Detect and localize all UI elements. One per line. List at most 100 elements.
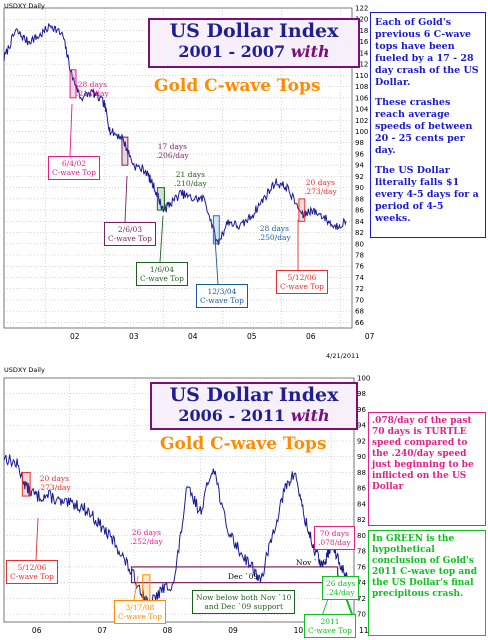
bottom-subtitle: Gold C-wave Tops xyxy=(160,434,327,454)
top-y-tick-label: 82 xyxy=(355,229,364,237)
top-y-tick-label: 100 xyxy=(355,128,368,136)
top-annotation-a4-line: 28 days xyxy=(259,224,290,233)
bottom-annotation-c1: 20 days .273/day xyxy=(38,474,71,492)
bottom-x-tick-label: 10 xyxy=(294,626,304,635)
top-cwave-highlight xyxy=(212,215,220,245)
top-x-tick-label: 03 xyxy=(129,332,139,341)
bottom-title-line1: US Dollar Index xyxy=(169,384,339,406)
bottom-annotation-c2-line: .252/day xyxy=(130,537,163,546)
top-title-line1: US Dollar Index xyxy=(169,20,339,42)
bottom-date-box-d1-line: C-wave Top xyxy=(10,572,54,581)
bottom-annotation-c1-line: .273/day xyxy=(38,483,71,492)
bottom-title-years: 2006 - 2011 xyxy=(178,406,291,425)
top-arrow-b1 xyxy=(69,103,73,157)
bottom-cwave-highlight xyxy=(21,471,31,497)
top-y-tick-label: 86 xyxy=(355,207,364,215)
bottom-x-tick-label: 09 xyxy=(228,626,238,635)
top-y-tick-label: 104 xyxy=(355,106,369,114)
top-y-tick-label: 74 xyxy=(355,274,364,282)
top-title-with: with xyxy=(290,42,330,61)
top-side-note: Each of Gold's previous 6 C-wave tops ha… xyxy=(370,12,486,238)
top-date-box-b2-line: C-wave Top xyxy=(108,234,152,243)
bottom-date-box-d5-line: .24/day xyxy=(326,588,355,597)
top-note-paragraph: The US Dollar literally falls $1 every 4… xyxy=(375,165,479,224)
bottom-date-box-d4-line: 70 days xyxy=(319,529,350,538)
bottom-date-box-d5-line: 26 days xyxy=(326,579,356,588)
bottom-annotation-c4-line: Nov `10 xyxy=(296,558,327,567)
bottom-y-tick-label: 74 xyxy=(357,579,366,587)
top-y-tick-label: 72 xyxy=(355,285,364,293)
top-annotation-a5-line: .273/day xyxy=(304,187,337,196)
top-x-tick-label: 04 xyxy=(188,332,198,341)
bottom-chart-date: 4/21/2011 xyxy=(326,352,360,360)
bottom-date-box-d3-line: and Dec `09 support xyxy=(204,602,283,611)
bottom-x-tick-label: 11 xyxy=(359,626,369,635)
top-y-tick-label: 114 xyxy=(355,49,369,57)
top-date-box-b1-line: 6/4/02 xyxy=(61,159,87,168)
top-y-tick-label: 118 xyxy=(355,27,368,35)
bottom-y-tick-label: 70 xyxy=(357,611,366,619)
bottom-date-box-d2-line: 3/17/08 xyxy=(125,603,155,612)
top-x-tick-label: 05 xyxy=(247,332,257,341)
top-cwave-highlight xyxy=(298,198,306,222)
top-date-box-b2: 2/6/03 C-wave Top xyxy=(104,222,156,246)
top-date-box-b3-line: 1/6/04 xyxy=(149,265,175,274)
bottom-y-tick-label: 82 xyxy=(357,516,366,524)
top-cwave-highlight xyxy=(121,136,129,166)
bottom-chart-title: US Dollar Index 2006 - 2011 with xyxy=(150,382,358,430)
top-title-years: 2001 - 2007 xyxy=(178,42,291,61)
bottom-y-tick-label: 96 xyxy=(357,406,366,414)
bottom-y-tick-label: 72 xyxy=(357,595,366,603)
bottom-y-tick-label: 98 xyxy=(357,390,366,398)
bottom-y-tick-label: 80 xyxy=(357,532,366,540)
top-date-box-b3-line: C-wave Top xyxy=(140,274,184,283)
top-date-box-b4-line: 12/3/04 xyxy=(207,287,237,296)
bottom-arrow-d1 xyxy=(35,517,39,561)
bottom-support-band xyxy=(130,566,339,584)
bottom-annotation-c3-line: Dec `09 xyxy=(228,572,259,581)
top-y-tick-label: 102 xyxy=(355,117,368,125)
bottom-title-with: with xyxy=(290,406,330,425)
bottom-date-box-d2-line: C-wave Top xyxy=(118,612,162,621)
top-y-tick-label: 94 xyxy=(355,162,364,170)
top-y-tick-label: 108 xyxy=(355,83,368,91)
bottom-x-tick-label: 07 xyxy=(97,626,107,635)
top-cwave-highlight xyxy=(69,69,77,99)
bottom-y-tick-label: 94 xyxy=(357,422,366,430)
top-y-tick-label: 92 xyxy=(355,173,364,181)
bottom-date-box-d3-line: Now below both Nov `10 xyxy=(196,593,292,602)
top-date-box-b1: 6/4/02 C-wave Top xyxy=(48,156,100,180)
top-y-tick-label: 122 xyxy=(355,5,368,13)
bottom-chart-panel: 70 72 74 76 78 80 82 84 86 88 90 92 94 96 98 100 06 07 08 0… xyxy=(0,350,488,640)
bottom-green-note: In GREEN is the hypothetical conclusion … xyxy=(368,530,486,636)
top-chart-panel: 66 68 70 72 74 76 78 80 82 84 86 88 90 92 94 96 98 100 102… xyxy=(3,2,486,341)
top-y-tick-label: 78 xyxy=(355,252,364,260)
top-arrow-b4 xyxy=(214,237,219,285)
bottom-annotation-c2-line: 26 days xyxy=(131,528,162,537)
top-cwave-highlight xyxy=(156,187,165,211)
top-x-tick-label: 06 xyxy=(306,332,316,341)
top-date-box-b1-line: C-wave Top xyxy=(52,168,96,177)
bottom-chart-svg: 70 72 74 76 78 80 82 84 86 88 90 92 94 96 98 100 06 07 08 0… xyxy=(3,375,370,635)
top-x-tick-label: 07 xyxy=(365,332,375,341)
bottom-date-box-d6: 2011 C-wave Top xyxy=(304,614,356,638)
top-y-tick-label: 80 xyxy=(355,240,364,248)
top-y-tick-label: 84 xyxy=(355,218,364,226)
top-date-box-b5-line: 5/12/06 xyxy=(287,273,317,282)
top-title-line2: 2001 - 2007 with xyxy=(150,42,358,62)
top-annotation-a4-line: .250/day xyxy=(258,233,291,242)
top-arrow-b2 xyxy=(124,175,128,223)
bottom-y-tick-label: 88 xyxy=(357,469,366,477)
top-annotation-a5-line: 20 days xyxy=(305,178,336,187)
top-annotation-a2-line: .206/day xyxy=(156,151,189,160)
top-annotation-a3-line: .210/day xyxy=(174,179,207,188)
top-annotation-a2: 17 days .206/day xyxy=(156,142,189,160)
bottom-date-box-d1: 5/12/06 C-wave Top xyxy=(6,560,58,584)
bottom-annotation-c4: Nov `10 xyxy=(296,558,327,567)
top-subtitle: Gold C-wave Tops xyxy=(154,76,321,96)
bottom-date-box-d6-line: 2011 xyxy=(320,617,340,626)
bottom-chart-header: USDXY Daily xyxy=(4,366,45,374)
bottom-date-box-d3: Now below both Nov `10 and Dec `09 suppor… xyxy=(192,590,296,614)
top-y-tick-label: 96 xyxy=(355,150,364,158)
top-annotation-a5: 20 days .273/day xyxy=(304,178,337,196)
